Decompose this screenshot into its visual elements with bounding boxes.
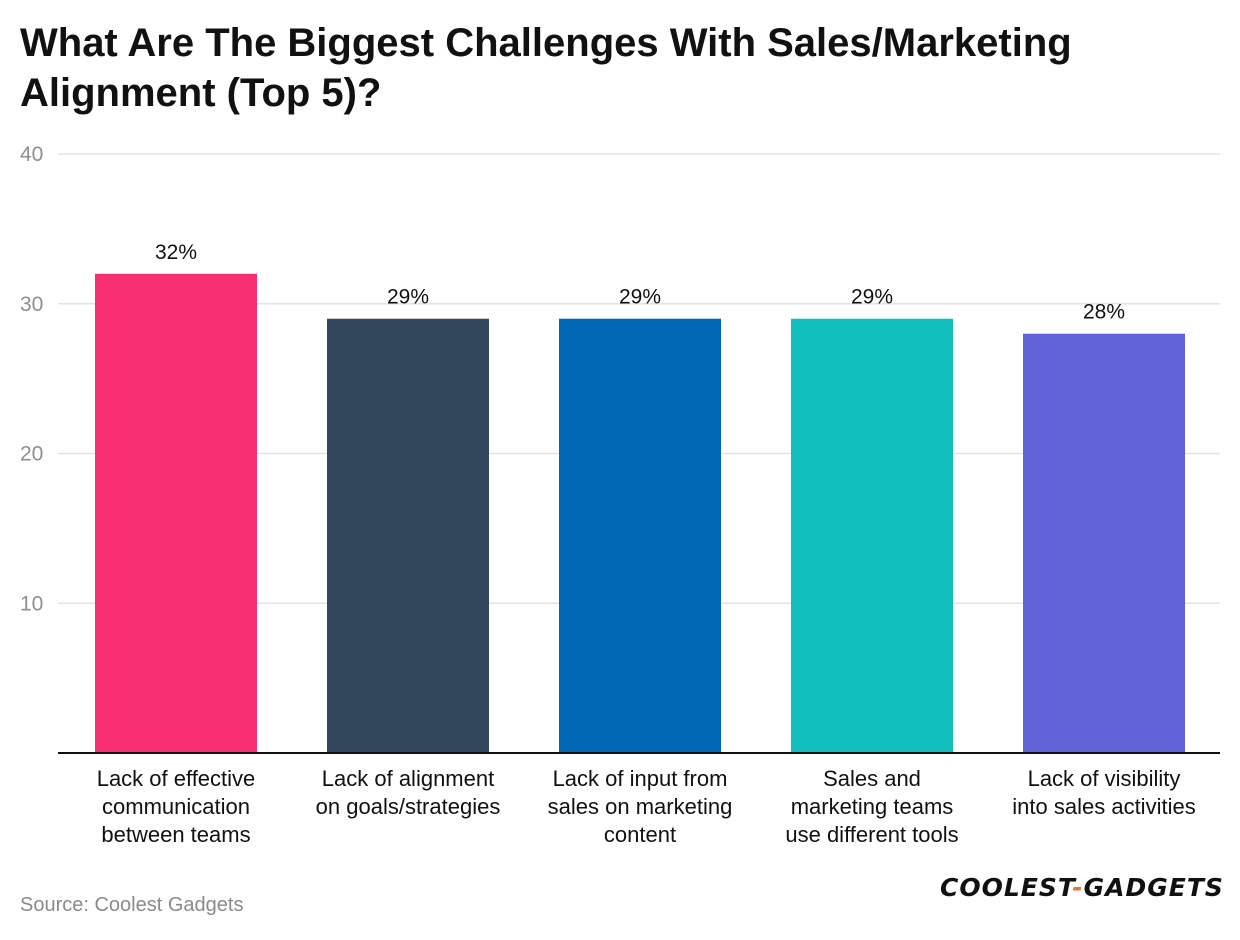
x-category-label-line: Lack of effective [97,766,256,791]
x-category-label: Lack of effective communication between te… [97,766,256,847]
x-category-label-line: Sales and [823,766,921,791]
x-category-label: Sales and marketing teams use different to… [785,766,958,847]
y-tick-label: 20 [20,443,43,466]
x-category-label-line: into sales activities [1012,794,1195,819]
x-category-label: Lack of alignment on goals/strategies [316,766,501,819]
x-category-label-line: marketing teams [791,794,954,819]
source-note: Source: Coolest Gadgets [20,894,244,916]
logo-left-text: COOLEST [940,873,1073,902]
logo-right-text: GADGETS [1083,873,1224,902]
x-category-label-line: Lack of input from [553,766,728,791]
data-label: 32% [155,241,197,264]
data-label: 28% [1083,301,1125,324]
y-tick-label: 40 [20,143,43,166]
bar-chart: 10 20 30 40 32% Lack of effective communicatio… [20,143,1220,847]
bar [1023,333,1185,753]
bar [559,318,721,753]
x-category-label-line: on goals/strategies [316,794,501,819]
bar [791,318,953,753]
x-category-label-line: Lack of visibility [1028,766,1181,791]
y-tick-label: 30 [20,293,43,316]
x-category-label-line: between teams [101,822,250,847]
x-category-label-line: communication [102,794,250,819]
x-category-label: Lack of visibility into sales activities [1012,766,1195,819]
y-tick-label: 10 [20,592,43,615]
x-category-label-line: sales on marketing [548,794,733,819]
x-category-label-line: use different tools [785,822,958,847]
logo-dash: - [1072,873,1084,902]
x-category-label-line: Lack of alignment [322,766,494,791]
data-label: 29% [851,286,893,309]
bar [327,318,489,753]
brand-logo: COOLEST-GADGETS [940,873,1224,902]
x-category-label: Lack of input from sales on marketing cont… [548,766,733,847]
x-category-label-line: content [604,822,676,847]
chart-title: What Are The Biggest Challenges With Sal… [20,21,1072,115]
data-label: 29% [387,286,429,309]
bar [95,273,257,753]
data-label: 29% [619,286,661,309]
